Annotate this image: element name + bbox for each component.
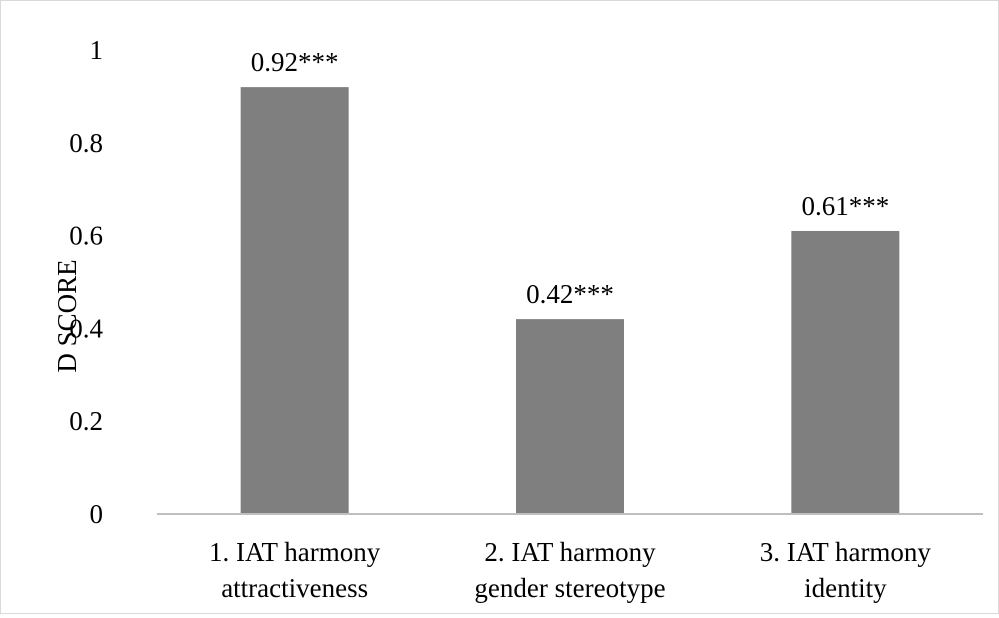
category-label: 1. IAT harmony [209, 537, 381, 567]
bar [791, 230, 900, 514]
category-label: 3. IAT harmony [760, 537, 932, 567]
y-tick-label: 0.4 [69, 313, 103, 343]
y-tick-label: 0.6 [69, 221, 103, 251]
data-label: 0.61*** [801, 191, 889, 221]
category-label: attractiveness [221, 573, 368, 603]
y-tick-label: 0 [90, 499, 104, 529]
bars [240, 87, 900, 515]
bar [516, 319, 624, 514]
category-label: gender stereotype [474, 573, 665, 603]
category-label: identity [804, 573, 887, 603]
data-label: 0.92*** [251, 47, 339, 77]
data-labels: 0.92*** 0.42*** 0.61*** [251, 47, 889, 309]
y-axis-ticks: 0 0.2 0.4 0.6 0.8 1 [69, 35, 103, 529]
data-label: 0.42*** [526, 279, 614, 309]
y-tick-label: 0.8 [69, 128, 103, 158]
y-axis-title: D SCORE [52, 259, 82, 372]
bar [240, 87, 349, 515]
category-label: 2. IAT harmony [484, 537, 656, 567]
y-tick-label: 1 [90, 35, 104, 65]
category-labels: 1. IAT harmony attractiveness 2. IAT harmo… [209, 537, 931, 603]
y-tick-label: 0.2 [69, 406, 103, 436]
